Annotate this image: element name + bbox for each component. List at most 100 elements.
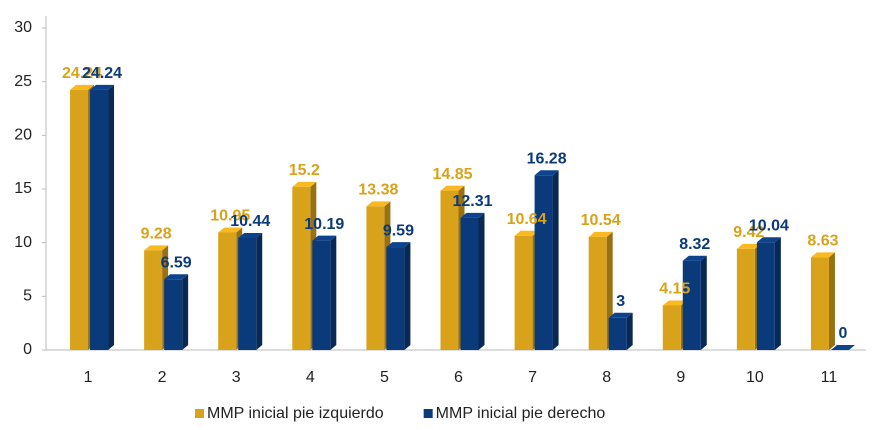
bar [460,212,485,350]
value-label: 4.15 [659,281,690,298]
bar-front [386,247,405,350]
value-label: 10.44 [230,213,270,230]
bar-top [312,235,337,241]
bar-side [404,242,411,350]
x-tick-label: 1 [84,369,93,386]
bar-side [182,274,189,350]
bar [164,274,189,350]
bar-top [682,255,707,261]
bar-front [312,240,331,350]
value-label: 10.04 [749,217,789,234]
legend-label: MMP inicial pie derecho [436,405,606,422]
value-label: 8.32 [679,236,710,253]
bar-top [218,227,243,233]
bar-top [460,212,485,218]
bar-top [440,185,465,191]
bar-front [292,186,311,350]
bar-side [108,84,115,350]
value-label: 9.42 [733,224,764,241]
value-label: 0 [839,325,848,342]
bar-side [626,312,633,350]
x-tick-label: 9 [676,369,685,386]
value-label: 10.95 [210,208,250,225]
x-tick-label: 2 [158,369,167,386]
bar-top [164,274,189,280]
bar [756,237,781,350]
y-tick-label: 15 [14,180,32,197]
bar [810,252,835,350]
legend-label: MMP inicial pie izquierdo [207,405,384,422]
bar-front [514,235,533,350]
bar-side [330,235,337,350]
bar-top [608,312,633,318]
legend-swatch [195,409,204,418]
value-label: 24.24 [62,65,102,82]
x-tick-label: 7 [528,369,537,386]
bar-front [164,279,183,350]
bar-top [736,243,761,249]
y-tick-label: 30 [14,19,32,36]
bar [534,170,559,350]
y-tick-label: 10 [14,234,32,251]
bar-top [756,237,781,243]
x-tick-label: 6 [454,369,463,386]
y-tick-label: 25 [14,73,32,90]
x-tick-label: 11 [821,369,838,386]
bar [830,345,855,350]
value-label: 12.31 [452,193,492,210]
bar-front [608,317,627,350]
bar-front [756,242,775,350]
bar-front [810,257,829,350]
y-tick-label: 20 [14,127,32,144]
value-label: 10.64 [507,211,547,228]
bar-top [830,345,855,350]
bar-front [218,232,237,350]
bar-top [810,252,835,258]
bar-side [774,237,781,350]
bar-top [144,245,169,251]
bar-front [144,250,163,350]
value-label: 24.24 [82,65,122,82]
value-label: 16.28 [527,150,567,167]
bar [608,312,633,350]
value-label: 10.19 [304,216,344,233]
value-label: 10.54 [581,212,621,229]
bar-top [514,230,539,236]
bar-front [662,305,681,350]
bar-front [70,89,89,350]
bar-side [700,255,707,350]
bar-front [238,237,257,350]
value-label: 13.38 [358,182,398,199]
y-tick-label: 5 [23,288,32,305]
bar-front [736,248,755,350]
x-tick-label: 8 [602,369,611,386]
bar-front [682,260,701,350]
x-tick-label: 10 [746,369,764,386]
value-label: 9.28 [141,226,172,243]
bar [312,235,337,350]
value-label: 6.59 [161,254,192,271]
bar-front [366,206,385,350]
value-label: 14.85 [432,166,472,183]
bar-front [460,217,479,350]
bar-front [440,190,459,350]
x-tick-label: 3 [232,369,241,386]
value-label: 15.2 [289,162,320,179]
bar [682,255,707,350]
bar-front [588,236,607,350]
value-label: 3 [616,293,625,310]
bar [238,232,263,350]
x-tick-label: 4 [306,369,315,386]
bar-top [90,84,115,90]
x-tick-label: 5 [380,369,389,386]
value-label: 9.59 [383,222,414,239]
bar-top [588,231,613,237]
bar-side [478,212,485,350]
bar-top [70,84,95,90]
bar [386,242,411,350]
bar-front [90,89,109,350]
bar-side [256,232,263,350]
bar-top [534,170,559,176]
